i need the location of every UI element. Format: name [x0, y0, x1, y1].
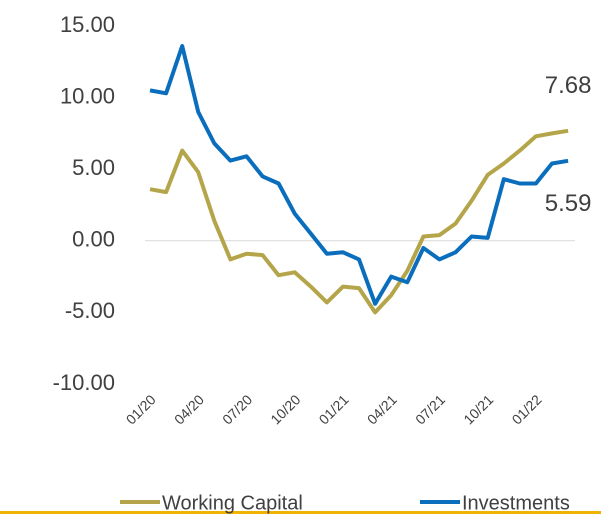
y-tick-label: -10.00: [53, 370, 115, 395]
legend-label: Working Capital: [162, 492, 303, 514]
x-tick-label: 04/21: [364, 391, 400, 427]
y-tick-label: -5.00: [65, 298, 115, 323]
x-tick-label: 07/21: [412, 391, 448, 427]
y-tick-label: 15.00: [60, 12, 115, 37]
x-tick-label: 01/21: [316, 391, 352, 427]
x-tick-label: 10/21: [460, 391, 496, 427]
series-line: [149, 44, 569, 306]
data-label: 5.59: [545, 190, 592, 217]
bottom-rule: [0, 511, 601, 514]
x-tick-label: 10/20: [267, 391, 303, 427]
x-tick-label: 01/20: [123, 391, 159, 427]
y-tick-label: 5.00: [72, 155, 115, 180]
legend-label: Investments: [462, 492, 570, 514]
y-tick-label: 0.00: [72, 227, 115, 252]
y-tick-label: 10.00: [60, 83, 115, 108]
x-tick-label: 04/20: [171, 391, 207, 427]
x-tick-label: 07/20: [219, 391, 255, 427]
data-label: 7.68: [545, 72, 592, 99]
series-line: [149, 128, 569, 315]
x-tick-label: 01/22: [509, 391, 545, 427]
